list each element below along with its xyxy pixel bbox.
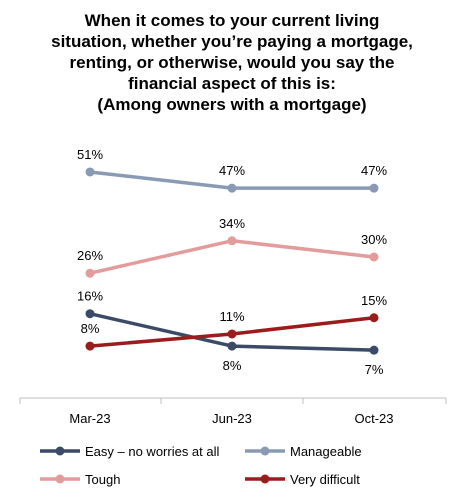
chart-title-line: renting, or otherwise, would you say the bbox=[69, 53, 395, 72]
data-point bbox=[85, 341, 95, 351]
data-label: 11% bbox=[219, 309, 244, 324]
legend-marker bbox=[260, 474, 270, 484]
legend-label: Tough bbox=[85, 472, 120, 487]
data-point bbox=[369, 345, 379, 355]
legend-marker bbox=[55, 446, 65, 456]
data-label: 8% bbox=[81, 321, 100, 336]
data-point bbox=[227, 236, 237, 246]
chart-title-line: situation, whether you’re paying a mortg… bbox=[51, 32, 413, 51]
x-tick-label: Mar-23 bbox=[69, 411, 110, 426]
chart-title-line: financial aspect of this is: bbox=[128, 74, 336, 93]
chart-title-line: When it comes to your current living bbox=[84, 11, 380, 30]
chart-title: When it comes to your current living sit… bbox=[0, 10, 464, 115]
data-label: 34% bbox=[219, 216, 245, 231]
data-label: 8% bbox=[223, 358, 242, 373]
data-point bbox=[369, 183, 379, 193]
data-label: 16% bbox=[77, 289, 103, 304]
data-point bbox=[85, 167, 95, 177]
x-tick-label: Jun-23 bbox=[212, 411, 252, 426]
data-label: 15% bbox=[361, 293, 387, 308]
data-point bbox=[227, 329, 237, 339]
legend-label: Very difficult bbox=[290, 472, 360, 487]
x-tick-label: Oct-23 bbox=[354, 411, 393, 426]
data-label: 51% bbox=[77, 147, 103, 162]
data-point bbox=[369, 252, 379, 262]
legend-marker bbox=[260, 446, 270, 456]
legend-label: Manageable bbox=[290, 444, 362, 459]
data-label: 47% bbox=[361, 163, 387, 178]
data-point bbox=[369, 313, 379, 323]
legend-label: Easy – no worries at all bbox=[85, 444, 220, 459]
data-label: 26% bbox=[77, 248, 103, 263]
data-label: 30% bbox=[361, 232, 387, 247]
data-point bbox=[227, 183, 237, 193]
data-point bbox=[85, 268, 95, 278]
chart-title-line: (Among owners with a mortgage) bbox=[97, 95, 367, 114]
data-point bbox=[227, 341, 237, 351]
legend-marker bbox=[55, 474, 65, 484]
series-line bbox=[89, 239, 375, 275]
data-label: 7% bbox=[365, 362, 384, 377]
data-point bbox=[85, 309, 95, 319]
data-label: 47% bbox=[219, 163, 245, 178]
